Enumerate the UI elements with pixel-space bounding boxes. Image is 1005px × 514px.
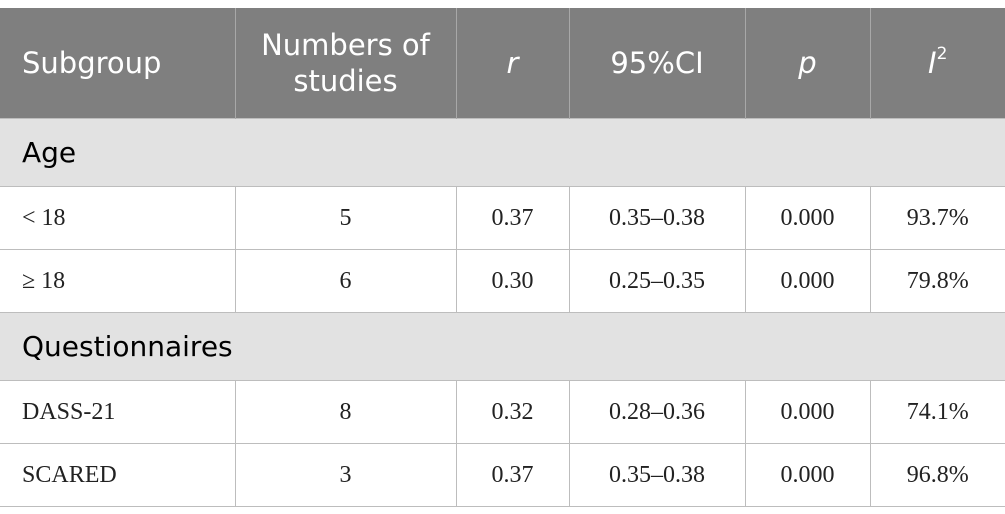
data-cell: 74.1% <box>869 380 1005 444</box>
data-cell: 0.37 <box>455 443 570 507</box>
header-cell: r <box>455 8 569 119</box>
section-row: Questionnaires <box>0 312 1005 381</box>
data-cell: < 18 <box>0 186 236 250</box>
section-title: Age <box>0 118 1005 187</box>
header-cell: 95%CI <box>568 8 745 119</box>
data-row: SCARED 3 0.37 0.35–0.38 0.000 96.8% <box>0 443 1005 507</box>
data-cell: 0.37 <box>455 186 570 250</box>
data-cell: DASS-21 <box>0 380 236 444</box>
data-cell: 0.32 <box>455 380 570 444</box>
data-cell: 93.7% <box>869 186 1005 250</box>
header-cell: p <box>744 8 870 119</box>
data-cell: 8 <box>234 380 457 444</box>
data-cell: 0.000 <box>744 443 871 507</box>
header-text: p <box>798 46 817 80</box>
data-cell: 6 <box>234 249 457 313</box>
header-text: r <box>506 46 519 80</box>
data-cell: 3 <box>234 443 457 507</box>
data-cell: 0.28–0.36 <box>568 380 746 444</box>
data-cell: ≥ 18 <box>0 249 236 313</box>
header-text: I <box>928 46 937 80</box>
data-cell: 96.8% <box>869 443 1005 507</box>
data-row: < 18 5 0.37 0.35–0.38 0.000 93.7% <box>0 186 1005 250</box>
data-cell: 79.8% <box>869 249 1005 313</box>
results-table: Subgroup Numbers of studies r 95%CI p I2 Age <… <box>0 8 1005 507</box>
header-text: Numbers of studies <box>261 28 430 98</box>
header-text: Subgroup <box>22 46 162 80</box>
data-cell: 0.35–0.38 <box>568 443 746 507</box>
data-row: DASS-21 8 0.32 0.28–0.36 0.000 74.1% <box>0 380 1005 444</box>
header-cell: Numbers of studies <box>234 8 456 119</box>
data-cell: 0.30 <box>455 249 570 313</box>
header-cell: I2 <box>869 8 1005 119</box>
data-cell: 0.000 <box>744 249 871 313</box>
data-cell: 0.000 <box>744 186 871 250</box>
table-body: Age < 18 5 0.37 0.35–0.38 0.000 93.7% ≥ 18 6 0.30… <box>0 118 1005 507</box>
header-text: 95%CI <box>610 46 704 80</box>
section-title: Questionnaires <box>0 312 1005 381</box>
data-cell: 0.25–0.35 <box>568 249 746 313</box>
data-cell: 5 <box>234 186 457 250</box>
data-row: ≥ 18 6 0.30 0.25–0.35 0.000 79.8% <box>0 249 1005 313</box>
header-superscript: 2 <box>936 44 948 64</box>
header-row: Subgroup Numbers of studies r 95%CI p I2 <box>0 8 1005 119</box>
data-cell: SCARED <box>0 443 236 507</box>
section-row: Age <box>0 118 1005 187</box>
data-cell: 0.35–0.38 <box>568 186 746 250</box>
data-cell: 0.000 <box>744 380 871 444</box>
header-cell: Subgroup <box>0 8 235 119</box>
